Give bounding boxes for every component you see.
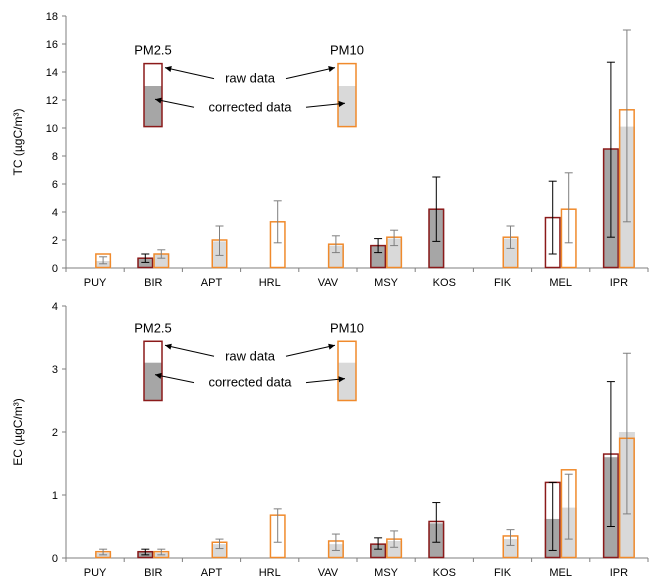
pm10-corrected-bar	[153, 254, 170, 268]
y-tick-label: 2	[52, 427, 58, 439]
category-label: HRL	[259, 567, 281, 579]
ec-panel: 0 1 2 3 4 EC (µgC/m³) PUY BIR APT HRL VAV MSY KOS FIK…	[11, 301, 649, 579]
legend-pm10-label: PM10	[330, 43, 364, 58]
legend-pm25-label: PM2.5	[134, 320, 172, 335]
category-label: HRL	[259, 277, 281, 289]
legend-corrected-arrow-right	[305, 378, 346, 384]
y-axis-title: EC (µgC/m³)	[11, 398, 25, 466]
category-label: BIR	[144, 277, 162, 289]
pm10-raw-bar	[560, 469, 577, 559]
pm25-corrected-bar	[370, 245, 387, 268]
pm10-raw-bar	[95, 253, 112, 269]
category-label: BIR	[144, 567, 162, 579]
legend-pm25-corrected-swatch	[144, 86, 162, 127]
legend-pm10-label: PM10	[330, 320, 364, 335]
y-tick-label: 14	[46, 67, 58, 79]
tc-panel: 0 2 4 6 8 10 12 14 16 18 TC (µgC/m³) PUY BIR APT HRL VA…	[11, 11, 649, 289]
category-label: MSY	[374, 567, 399, 579]
y-tick-label: 4	[52, 207, 58, 219]
category-label: APT	[201, 277, 223, 289]
legend-corrected-label: corrected data	[208, 99, 292, 114]
category-label: PUY	[84, 567, 107, 579]
legend-raw-arrow-left	[164, 67, 215, 80]
category-label: IPR	[610, 277, 628, 289]
category-label: IPR	[610, 567, 628, 579]
category-label: KOS	[433, 277, 456, 289]
category-label: APT	[201, 567, 223, 579]
pm10-corrected-bar	[95, 261, 112, 268]
legend-corrected-arrow-left-head	[155, 97, 162, 104]
pm10-corrected-bar	[327, 245, 344, 268]
y-tick-label: 8	[52, 151, 58, 163]
legend-corrected-arrow-right-head	[338, 376, 345, 383]
legend-pm25-raw-swatch	[143, 340, 163, 402]
legend-raw-arrow-right	[285, 344, 336, 357]
legend-pm10-corrected-swatch	[338, 86, 356, 127]
pm10-corrected-bar	[502, 238, 519, 268]
y-tick-label: 3	[52, 364, 58, 376]
y-tick-label: 2	[52, 235, 58, 247]
category-label: MEL	[549, 277, 572, 289]
legend-corrected-arrow-right	[305, 102, 346, 108]
y-tick-label: 4	[52, 301, 58, 313]
y-tick-label: 6	[52, 179, 58, 191]
y-tick-label: 0	[52, 553, 58, 565]
y-tick-label: 18	[46, 11, 58, 23]
legend-raw-arrow-left-head	[165, 66, 172, 72]
y-tick-label: 12	[46, 95, 58, 107]
legend-raw-label: raw data	[225, 348, 276, 363]
pm25-corrected-bar	[370, 544, 387, 558]
category-label: KOS	[433, 567, 456, 579]
pm10-corrected-bar	[211, 544, 228, 558]
legend-raw-arrow-left-head	[165, 343, 172, 350]
legend-pm25-label: PM2.5	[134, 43, 172, 58]
pm10-corrected-bar	[327, 544, 344, 558]
category-label: PUY	[84, 277, 107, 289]
legend-pm10-raw-swatch	[337, 340, 357, 402]
legend-raw-arrow-right	[285, 67, 336, 80]
legend-pm10-corrected-swatch	[338, 362, 356, 401]
y-axis-title: TC (µgC/m³)	[11, 109, 25, 176]
y-tick-label: 16	[46, 39, 58, 51]
legend-raw-arrow-right-head	[328, 343, 335, 350]
y-tick-label: 0	[52, 263, 58, 275]
category-label: MSY	[374, 277, 399, 289]
legend-corrected-arrow-left	[154, 98, 195, 108]
category-label: MEL	[549, 567, 572, 579]
legend-corrected-arrow-left	[154, 374, 195, 384]
legend-raw-arrow-left	[164, 344, 215, 357]
pm10-corrected-bar	[386, 540, 403, 558]
pm10-corrected-bar	[502, 539, 519, 558]
legend-pm25-corrected-swatch	[144, 362, 162, 401]
category-label: VAV	[318, 277, 339, 289]
legend-corrected-label: corrected data	[208, 375, 292, 390]
legend-pm25-raw-swatch	[143, 62, 163, 128]
legend-corrected-arrow-left-head	[155, 372, 162, 379]
pm25-corrected-bar	[137, 258, 154, 268]
legend-corrected-arrow-right-head	[338, 100, 345, 107]
category-label: VAV	[318, 567, 339, 579]
category-label: FIK	[494, 277, 512, 289]
pm10-corrected-bar	[95, 552, 112, 558]
y-tick-label: 1	[52, 490, 58, 502]
category-label: FIK	[494, 567, 512, 579]
legend-raw-label: raw data	[225, 71, 276, 86]
y-tick-label: 10	[46, 123, 58, 135]
legend-pm10-raw-swatch	[337, 62, 357, 128]
pm10-corrected-bar	[153, 552, 170, 558]
legend-raw-arrow-right-head	[328, 66, 335, 72]
